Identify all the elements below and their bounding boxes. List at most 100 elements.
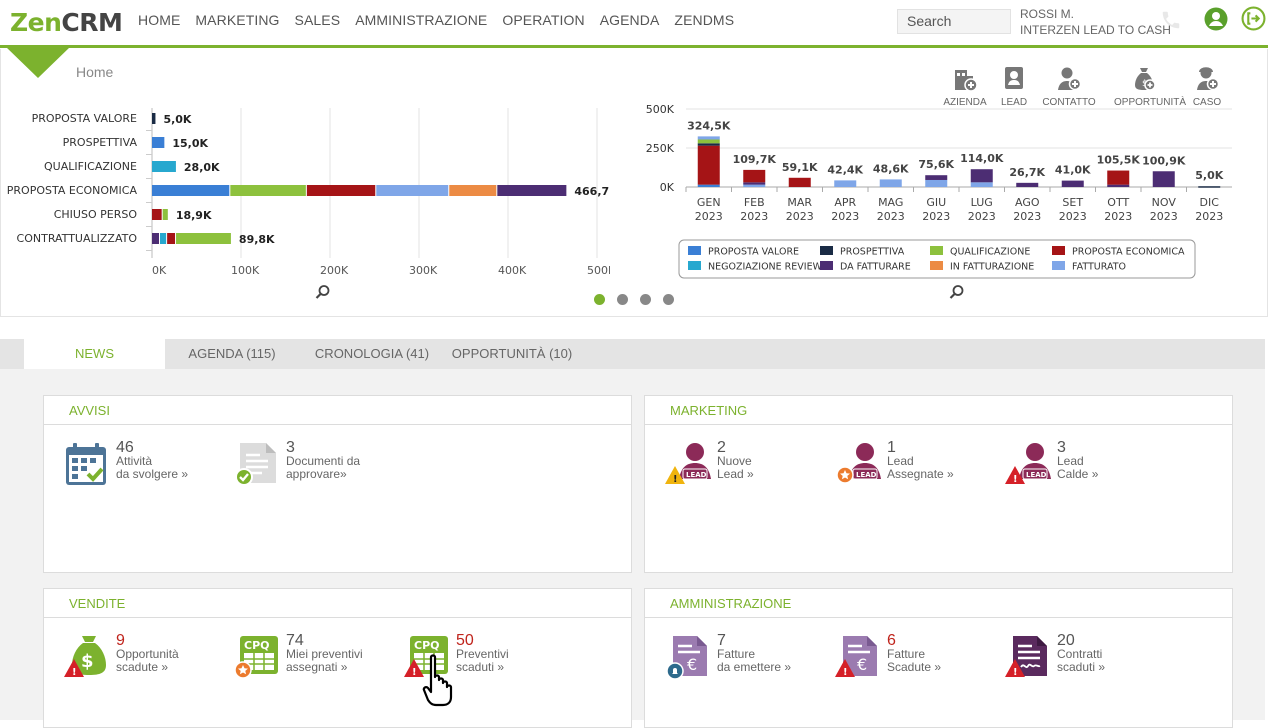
nav-operation[interactable]: OPERATION bbox=[502, 12, 585, 28]
x-tick-label: 2023 bbox=[968, 210, 996, 223]
category-label: CHIUSO PERSO bbox=[54, 208, 138, 221]
carousel-dot[interactable] bbox=[594, 294, 605, 305]
lead-star-icon: LEAD bbox=[836, 443, 881, 484]
nav-agenda[interactable]: AGENDA bbox=[599, 12, 660, 28]
legend-swatch bbox=[820, 261, 833, 270]
zoom-icon[interactable] bbox=[949, 284, 965, 300]
legend-label: DA FATTURARE bbox=[840, 262, 911, 273]
data-label: 324,5K bbox=[687, 119, 731, 132]
tab-opportunita[interactable]: OPPORTUNITÀ (10) bbox=[451, 346, 573, 361]
nav-amministrazione[interactable]: AMMINISTRAZIONE bbox=[355, 12, 488, 28]
x-tick-label: 500K bbox=[587, 264, 610, 277]
breadcrumb[interactable]: Home bbox=[76, 64, 114, 80]
invoice-bell-icon: € bbox=[666, 636, 707, 680]
total-label: 89,8K bbox=[239, 233, 275, 246]
legend-swatch bbox=[688, 246, 701, 255]
bar-segment bbox=[1107, 170, 1130, 185]
count: 2 bbox=[717, 439, 726, 456]
quick-action-azienda[interactable]: AZIENDA bbox=[935, 64, 995, 108]
count: 7 bbox=[717, 632, 726, 649]
search-input[interactable]: Search bbox=[897, 9, 1011, 34]
logout-icon[interactable] bbox=[1241, 6, 1266, 31]
x-tick-label: 100K bbox=[231, 264, 260, 277]
svg-text:!: ! bbox=[1013, 474, 1018, 485]
top-bar: ZenCRM HOME MARKETING SALES AMMINISTRAZI… bbox=[0, 0, 1268, 46]
tab-strip bbox=[0, 339, 1265, 369]
item-label: Fatture Scadute » bbox=[887, 647, 942, 674]
bar-segment bbox=[743, 182, 766, 185]
nav-sales[interactable]: SALES bbox=[294, 12, 341, 28]
quick-action-opportunita[interactable]: $ OPPORTUNITÀ bbox=[1114, 64, 1186, 108]
svg-text:!: ! bbox=[412, 667, 417, 678]
menu-toggle-triangle[interactable] bbox=[6, 47, 70, 78]
carousel-dot[interactable] bbox=[663, 294, 674, 305]
bar-segment bbox=[1152, 171, 1175, 187]
quick-action-label: AZIENDA bbox=[943, 97, 987, 108]
document-approve-icon bbox=[235, 443, 276, 486]
calendar-check-icon bbox=[66, 443, 106, 485]
card-title: AVVISI bbox=[44, 396, 631, 425]
monthly-revenue-chart: 0K250K500KGEN2023324,5KFEB2023109,7KMAR2… bbox=[646, 103, 1232, 279]
data-label: 59,1K bbox=[782, 161, 818, 174]
count: 9 bbox=[116, 632, 125, 649]
data-label: 41,0K bbox=[1055, 164, 1091, 177]
x-tick-label: 300K bbox=[409, 264, 438, 277]
svg-text:CPQ: CPQ bbox=[244, 639, 270, 652]
user-name: ROSSI M. bbox=[1020, 7, 1075, 21]
user-profile-icon[interactable] bbox=[1204, 7, 1228, 31]
cpq-star-icon: CPQ bbox=[234, 636, 278, 679]
carousel-dot[interactable] bbox=[617, 294, 628, 305]
x-tick-label: GIU bbox=[926, 196, 946, 209]
quick-action-lead[interactable]: LEAD bbox=[984, 64, 1044, 108]
lead-alert-icon: LEAD! bbox=[1005, 443, 1051, 485]
quick-action-caso[interactable]: CASO bbox=[1177, 64, 1237, 108]
x-tick-label: 2023 bbox=[831, 210, 859, 223]
nav-marketing[interactable]: MARKETING bbox=[195, 12, 280, 28]
bar-segment bbox=[230, 185, 306, 196]
item-label: Miei preventivi assegnati » bbox=[286, 647, 363, 674]
tab-agenda[interactable]: AGENDA (115) bbox=[188, 346, 276, 361]
x-tick-label: 2023 bbox=[1195, 210, 1223, 223]
bar-segment bbox=[152, 185, 230, 196]
nav-zendms[interactable]: ZENDMS bbox=[674, 12, 735, 28]
lead-warning-icon: LEAD! bbox=[665, 443, 711, 485]
x-tick-label: LUG bbox=[971, 196, 993, 209]
bar-segment bbox=[879, 179, 902, 187]
phone-icon[interactable] bbox=[1160, 9, 1182, 31]
legend-box bbox=[678, 239, 1196, 279]
app-logo[interactable]: ZenCRM bbox=[10, 8, 123, 37]
user-info[interactable]: ROSSI M. INTERZEN LEAD TO CASH bbox=[1020, 6, 1171, 38]
money-bag-warning-icon: $! bbox=[64, 636, 106, 678]
tab-cronologia[interactable]: CRONOLOGIA (41) bbox=[314, 346, 430, 361]
svg-text:€: € bbox=[687, 655, 697, 674]
bar-segment bbox=[176, 233, 231, 244]
item-label: Fatture da emettere » bbox=[717, 647, 792, 674]
legend-swatch bbox=[688, 261, 701, 270]
zoom-icon[interactable] bbox=[315, 284, 331, 300]
data-label: 26,7K bbox=[1009, 166, 1045, 179]
x-tick-label: 2023 bbox=[786, 210, 814, 223]
chart-legend: PROPOSTA VALORE PROSPETTIVA QUALIFICAZIONE… bbox=[678, 239, 1196, 279]
cpq-warning-icon: CPQ! bbox=[404, 636, 448, 678]
data-label: 42,4K bbox=[827, 163, 863, 176]
x-tick-label: MAR bbox=[787, 196, 812, 209]
bar-segment bbox=[449, 185, 497, 196]
bar-segment bbox=[1107, 184, 1130, 187]
count: 50 bbox=[456, 632, 474, 649]
count: 74 bbox=[286, 632, 304, 649]
tab-news[interactable]: NEWS bbox=[24, 339, 165, 369]
data-label: 75,6K bbox=[918, 158, 954, 171]
bar-segment bbox=[152, 113, 156, 124]
count: 3 bbox=[1057, 439, 1066, 456]
bar-segment bbox=[697, 139, 720, 144]
legend-swatch bbox=[930, 261, 943, 270]
svg-text:€: € bbox=[857, 655, 867, 674]
nav-home[interactable]: HOME bbox=[138, 12, 181, 28]
money-bag-add-icon: $ bbox=[1135, 68, 1156, 91]
quick-action-contatto[interactable]: CONTATTO bbox=[1039, 64, 1099, 108]
carousel-dot[interactable] bbox=[640, 294, 651, 305]
bar-segment bbox=[697, 136, 720, 140]
quick-action-label: CONTATTO bbox=[1042, 97, 1096, 108]
svg-text:LEAD: LEAD bbox=[686, 471, 707, 479]
x-tick-label: APR bbox=[834, 196, 856, 209]
